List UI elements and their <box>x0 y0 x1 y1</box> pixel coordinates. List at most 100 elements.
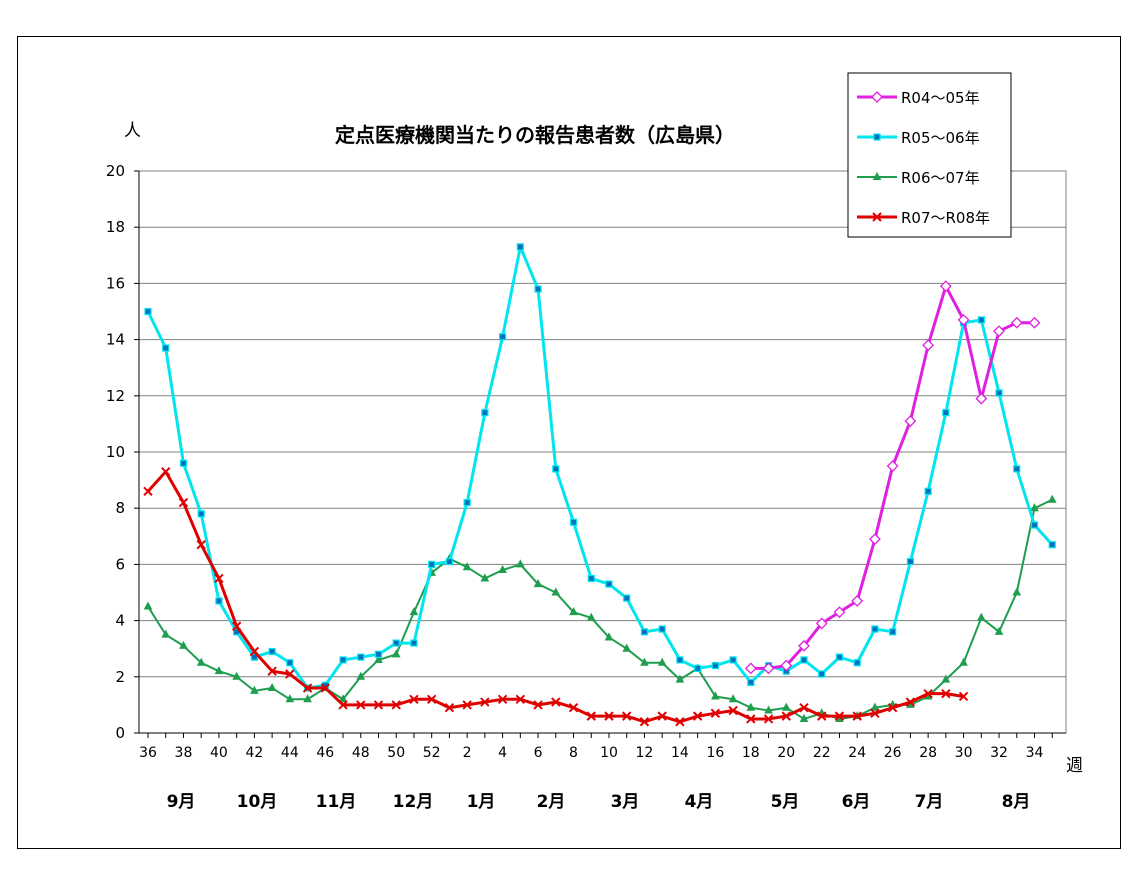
x-marker-stroke <box>746 714 756 724</box>
data-point <box>178 497 189 508</box>
data-point <box>587 574 595 583</box>
x-marker-stroke <box>887 703 898 713</box>
month-label: 1月 <box>467 792 496 812</box>
data-point <box>533 700 543 710</box>
data-point <box>977 316 985 324</box>
x-marker-stroke <box>391 700 401 710</box>
data-point <box>1030 503 1039 512</box>
y-tick-label: 14 <box>106 331 125 349</box>
x-tick-label: 36 <box>139 745 157 761</box>
data-point <box>391 649 401 658</box>
data-point <box>747 678 755 687</box>
x-marker-stroke <box>267 666 277 676</box>
data-point <box>959 657 968 666</box>
data-point <box>231 621 242 631</box>
x-tick-label: 32 <box>990 745 1008 761</box>
data-point <box>781 711 791 721</box>
x-marker-stroke <box>834 711 845 721</box>
x-tick-label: 38 <box>175 745 193 761</box>
data-point <box>481 409 489 417</box>
data-point <box>568 703 579 713</box>
x-marker-stroke <box>320 683 331 693</box>
data-point <box>675 717 685 727</box>
data-point <box>143 601 153 610</box>
data-point <box>586 711 596 721</box>
data-point <box>833 606 846 619</box>
x-axis-unit-label: 週 <box>1066 756 1083 776</box>
data-point <box>817 711 827 721</box>
x-tick-label: 26 <box>884 745 902 761</box>
data-point <box>746 714 756 724</box>
x-marker-stroke <box>161 466 171 477</box>
data-point <box>622 711 632 721</box>
month-label: 9月 <box>167 792 196 812</box>
data-point <box>374 650 383 658</box>
data-point <box>923 688 933 699</box>
y-tick-label: 2 <box>115 668 125 686</box>
x-marker-stroke <box>905 697 916 707</box>
x-tick-label: 24 <box>848 745 866 761</box>
x-tick-label: 52 <box>423 745 441 761</box>
data-point <box>604 711 614 721</box>
data-point <box>409 694 419 704</box>
data-point <box>197 510 205 518</box>
x-marker-stroke <box>338 700 348 710</box>
legend-swatch-marker <box>872 212 882 222</box>
data-point <box>551 587 561 596</box>
data-point <box>285 669 295 679</box>
data-point <box>462 700 472 710</box>
data-point <box>800 656 808 664</box>
x-tick-label: 8 <box>569 745 578 761</box>
data-point <box>622 643 632 652</box>
x-marker-stroke <box>497 694 508 704</box>
x-marker-stroke <box>763 714 774 724</box>
y-tick-label: 6 <box>115 555 125 573</box>
x-marker-stroke <box>923 688 933 699</box>
data-point <box>815 617 828 630</box>
x-marker-stroke <box>178 497 189 508</box>
series-x <box>143 466 969 727</box>
x-tick-label: 2 <box>463 745 472 761</box>
data-point <box>1047 494 1057 503</box>
data-point <box>179 459 188 467</box>
data-point <box>569 518 578 526</box>
data-point <box>729 656 737 664</box>
x-marker-stroke <box>958 691 969 702</box>
data-point <box>463 498 471 507</box>
legend-item: R05～06年 <box>857 129 980 147</box>
x-marker-stroke <box>409 694 419 704</box>
x-marker-stroke <box>356 700 366 710</box>
x-marker-stroke <box>462 700 472 710</box>
data-point <box>480 697 490 707</box>
data-point <box>498 564 507 574</box>
data-point <box>303 694 312 703</box>
y-tick-label: 12 <box>106 387 125 405</box>
data-point <box>339 656 347 664</box>
data-point <box>675 674 685 683</box>
x-marker-stroke <box>852 711 862 721</box>
series-line <box>750 284 1035 670</box>
data-point <box>444 703 455 713</box>
data-point <box>267 682 277 692</box>
y-tick-label: 8 <box>115 499 125 517</box>
x-marker-stroke <box>639 717 650 727</box>
x-tick-label: 44 <box>281 745 299 761</box>
data-point <box>728 705 738 716</box>
data-point <box>1030 521 1039 529</box>
data-point <box>640 657 649 666</box>
x-marker-stroke <box>781 711 791 721</box>
x-marker-stroke <box>728 705 738 716</box>
x-tick-label: 12 <box>636 745 654 761</box>
data-point <box>409 607 419 616</box>
data-point <box>657 711 667 721</box>
data-point <box>870 702 880 711</box>
data-point <box>746 702 756 711</box>
month-label: 6月 <box>842 792 871 812</box>
data-point <box>516 243 524 251</box>
x-marker-stroke <box>214 573 224 584</box>
data-point <box>445 557 454 566</box>
x-marker-stroke <box>870 708 880 719</box>
data-point <box>905 697 916 707</box>
